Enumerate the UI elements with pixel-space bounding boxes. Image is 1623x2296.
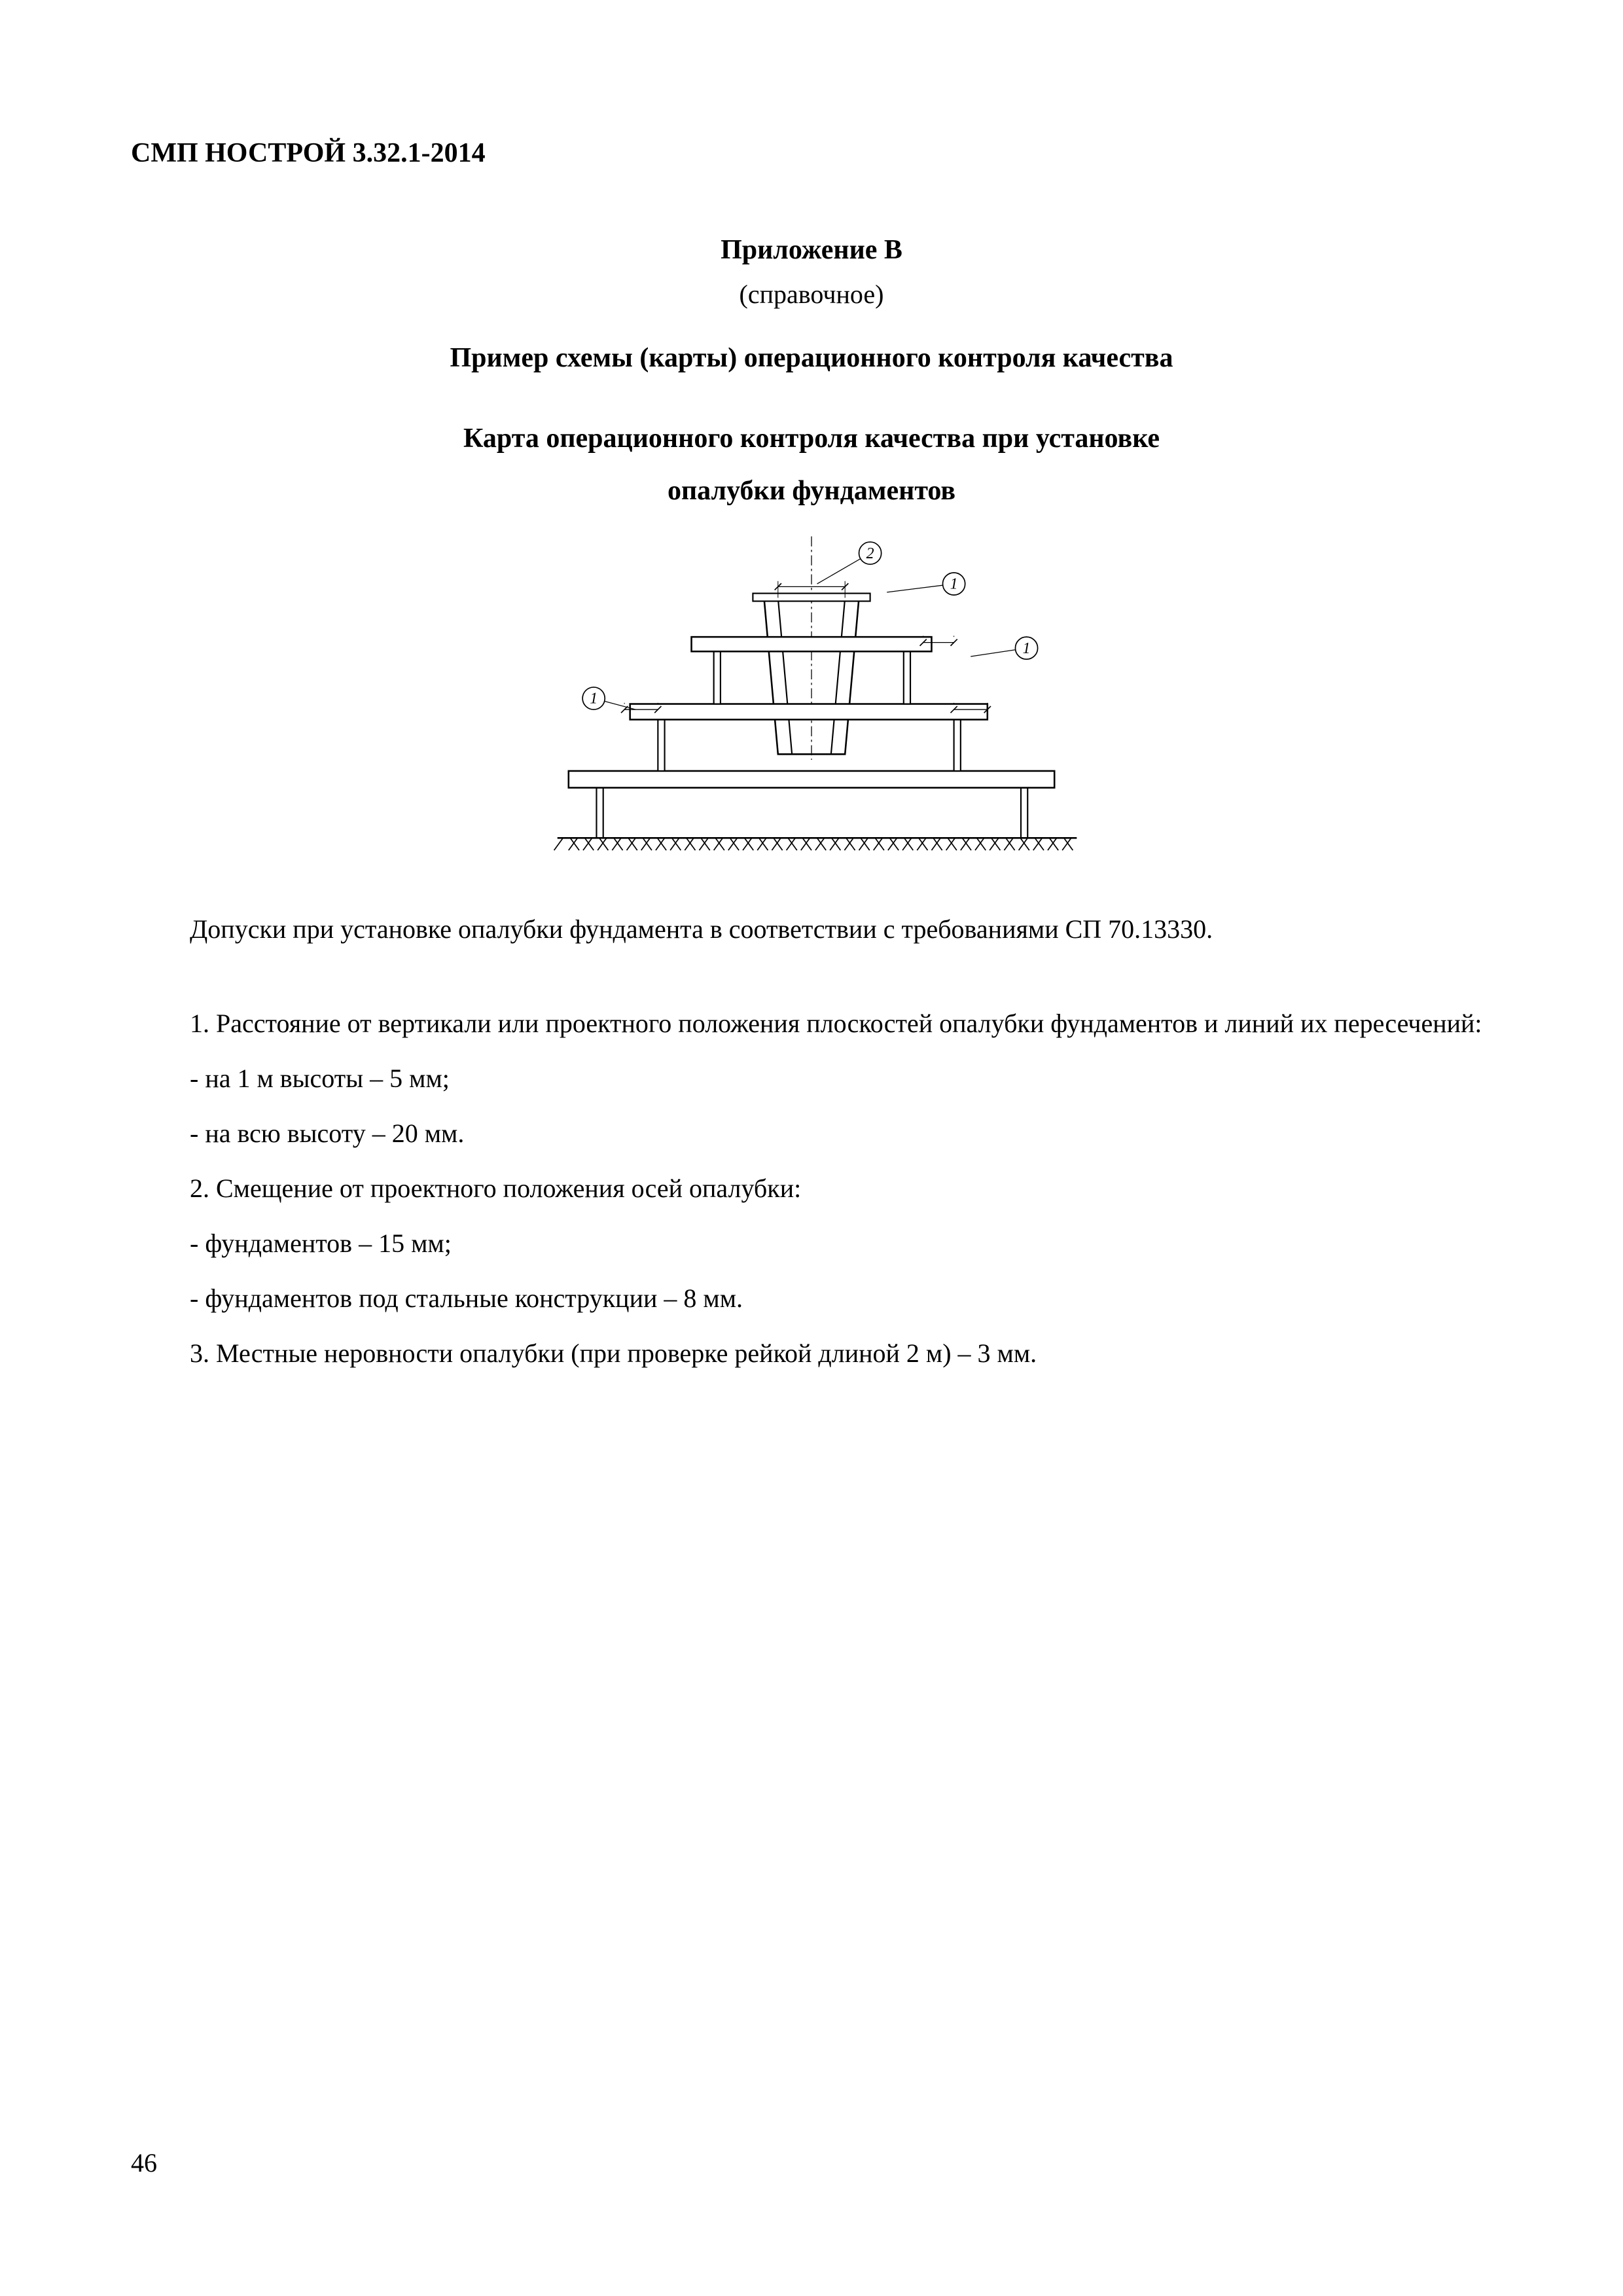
svg-text:1: 1 bbox=[1023, 639, 1031, 656]
appendix-note: (справочное) bbox=[131, 279, 1492, 310]
example-title: Пример схемы (карты) операционного контр… bbox=[131, 342, 1492, 374]
tol-item-3: 3. Местные неровности опалубки (при пров… bbox=[131, 1326, 1492, 1381]
page: СМП НОСТРОЙ 3.32.1-2014 Приложение В (сп… bbox=[0, 0, 1623, 2296]
tolerance-list: 1. Расстояние от вертикали или проектног… bbox=[131, 996, 1492, 1381]
svg-text:1: 1 bbox=[950, 575, 958, 592]
card-title-line2: опалубки фундаментов bbox=[668, 476, 955, 506]
tol-item-1-head: 1. Расстояние от вертикали или проектног… bbox=[131, 996, 1492, 1051]
diagram-svg: 2 1 1 1 bbox=[468, 531, 1155, 866]
intro-text: Допуски при установке опалубки фундамент… bbox=[131, 908, 1492, 950]
tol-item-1b: - на всю высоту – 20 мм. bbox=[131, 1106, 1492, 1161]
tol-item-1a: - на 1 м высоты – 5 мм; bbox=[131, 1051, 1492, 1106]
tol-item-2a: - фундаментов – 15 мм; bbox=[131, 1216, 1492, 1271]
appendix-title: Приложение В bbox=[131, 234, 1492, 266]
card-title: Карта операционного контроля качества пр… bbox=[131, 413, 1492, 518]
doc-code: СМП НОСТРОЙ 3.32.1-2014 bbox=[131, 137, 1492, 169]
tol-item-2-head: 2. Смещение от проектного положения осей… bbox=[131, 1161, 1492, 1216]
page-number: 46 bbox=[131, 2147, 157, 2178]
svg-text:2: 2 bbox=[866, 545, 874, 562]
formwork-diagram: 2 1 1 1 bbox=[131, 531, 1492, 869]
card-title-line1: Карта операционного контроля качества пр… bbox=[463, 423, 1160, 454]
tol-item-2b: - фундаментов под стальные конструкции –… bbox=[131, 1271, 1492, 1326]
svg-text:1: 1 bbox=[590, 690, 597, 707]
